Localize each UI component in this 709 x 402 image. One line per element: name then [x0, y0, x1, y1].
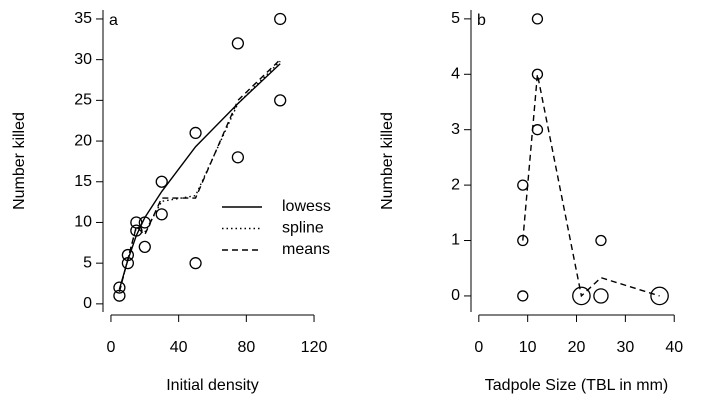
x-tick-label: 0 [474, 339, 483, 356]
point [155, 208, 168, 221]
point [531, 13, 544, 25]
legend-label: lowess [282, 198, 331, 215]
x-tick-label: 0 [107, 339, 116, 356]
y-tick-label: 0 [83, 295, 92, 312]
panel-label: b [477, 12, 486, 29]
y-tick-label: 3 [451, 121, 460, 138]
point [531, 124, 544, 136]
y-tick-label: 20 [74, 132, 92, 149]
x-tick-label: 80 [237, 339, 255, 356]
point [650, 286, 669, 306]
point [274, 94, 287, 107]
y-tick-label: 25 [74, 92, 92, 109]
x-tick-label: 20 [568, 339, 586, 356]
y-axis-title: Number killed [379, 112, 396, 210]
y-tick-label: 10 [74, 214, 92, 231]
legend-label: spline [282, 220, 324, 237]
panel-label: a [109, 12, 118, 29]
point [517, 179, 529, 191]
y-tick-label: 35 [74, 10, 92, 27]
line [522, 74, 660, 298]
legend-label: means [282, 241, 330, 258]
y-tick-label: 4 [451, 65, 460, 82]
x-tick-label: 40 [665, 339, 683, 356]
line [118, 59, 281, 292]
point [595, 234, 607, 247]
x-tick-label: 10 [519, 339, 537, 356]
x-tick-label: 40 [170, 339, 188, 356]
point [274, 12, 287, 26]
y-tick-label: 30 [74, 51, 92, 68]
line [118, 60, 281, 292]
point [138, 240, 151, 254]
x-tick-label: 120 [301, 339, 328, 356]
y-tick-label: 5 [451, 10, 460, 27]
point [113, 281, 126, 294]
line [118, 63, 281, 290]
point [231, 37, 245, 50]
point [593, 288, 609, 304]
x-tick-label: 30 [616, 339, 634, 356]
y-tick-label: 5 [83, 254, 92, 271]
y-tick-label: 15 [74, 173, 92, 190]
y-tick-label: 0 [451, 287, 460, 304]
x-axis-title: Initial density [166, 377, 259, 394]
point [231, 151, 245, 164]
y-axis-title: Number killed [11, 112, 28, 210]
point [155, 175, 168, 188]
y-tick-label: 2 [451, 176, 460, 193]
point [189, 126, 202, 140]
point [517, 290, 529, 302]
y-tick-label: 1 [451, 232, 460, 249]
point [572, 286, 591, 306]
point [189, 257, 202, 270]
x-axis-title: Tadpole Size (TBL in mm) [485, 377, 668, 394]
